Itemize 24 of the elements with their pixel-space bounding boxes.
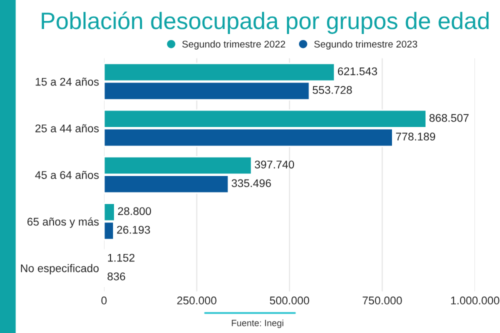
data-label: 26.193 bbox=[117, 226, 150, 234]
x-tick-label: 250.000 bbox=[177, 296, 216, 304]
x-tick-label: 750.000 bbox=[362, 296, 402, 304]
data-label: 1.152 bbox=[108, 254, 134, 262]
x-tick-label: 500.000 bbox=[270, 296, 310, 304]
legend-label: Segundo trimestre 2022 bbox=[182, 40, 286, 50]
data-label: 836 bbox=[108, 272, 126, 280]
chart-title: Población desocupada por grupos de edad bbox=[42, 12, 489, 34]
source-note: Fuente: Inegi bbox=[232, 320, 284, 328]
data-label: 553.728 bbox=[312, 86, 352, 94]
y-tick-label: 45 a 64 años bbox=[35, 170, 99, 179]
data-label: 335.496 bbox=[232, 179, 271, 188]
legend-label: Segundo trimestre 2023 bbox=[314, 40, 418, 50]
x-tick-label: 0 bbox=[101, 296, 107, 304]
data-label: 778.189 bbox=[396, 132, 436, 141]
y-tick-label: 65 años y más bbox=[27, 217, 99, 228]
y-tick-label: 15 a 24 años bbox=[36, 78, 99, 86]
x-tick-label: 1.000.000 bbox=[451, 296, 500, 304]
data-label: 621.543 bbox=[338, 67, 378, 76]
y-tick-label: No especificado bbox=[20, 264, 99, 274]
data-label: 397.740 bbox=[254, 160, 294, 168]
data-label: 28.800 bbox=[118, 207, 152, 216]
y-tick-label: 25 a 44 años bbox=[35, 124, 99, 132]
data-label: 868.507 bbox=[429, 114, 469, 122]
